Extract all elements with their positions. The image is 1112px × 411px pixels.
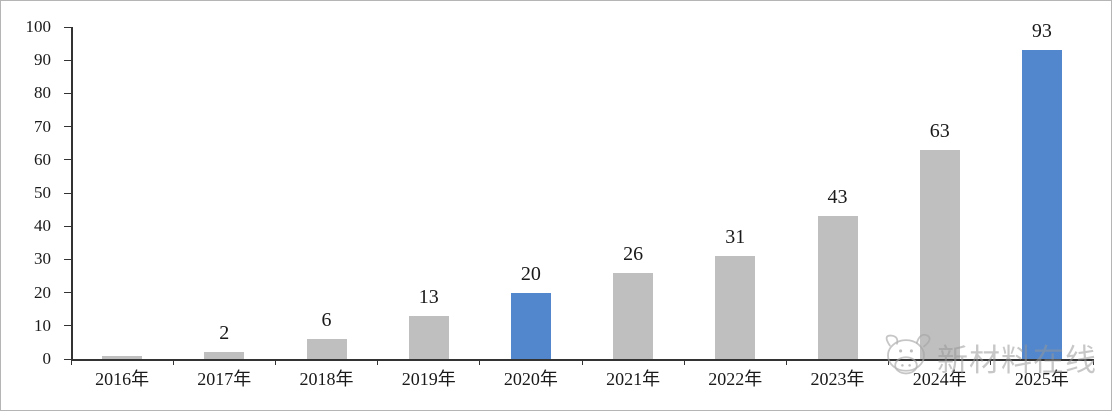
y-axis-label: 70 bbox=[34, 116, 51, 136]
x-axis-tick bbox=[990, 359, 992, 365]
bar bbox=[919, 149, 960, 359]
y-axis-label: 30 bbox=[34, 249, 51, 269]
y-axis-label: 10 bbox=[34, 315, 51, 335]
y-axis-tick bbox=[64, 292, 71, 294]
x-axis-tick bbox=[274, 359, 276, 365]
bar bbox=[1021, 50, 1062, 359]
y-axis-label: 60 bbox=[34, 149, 51, 169]
bar-value-label: 93 bbox=[1031, 20, 1052, 43]
x-axis-tick bbox=[785, 359, 787, 365]
bar-value-label: 6 bbox=[321, 309, 332, 332]
y-axis-label: 50 bbox=[34, 183, 51, 202]
bar bbox=[510, 292, 551, 359]
y-axis-tick bbox=[64, 258, 71, 260]
x-axis-tick bbox=[479, 359, 481, 365]
bar-value-label: 26 bbox=[623, 242, 644, 265]
x-axis-label: 2021年 bbox=[606, 369, 661, 389]
y-axis-label: 80 bbox=[34, 83, 51, 103]
y-axis-tick bbox=[64, 358, 71, 360]
bar bbox=[102, 355, 143, 359]
bar bbox=[715, 256, 756, 359]
bar bbox=[613, 272, 654, 359]
x-axis-label: 2022年 bbox=[708, 369, 763, 389]
bar bbox=[817, 216, 858, 359]
x-axis-tick bbox=[888, 359, 890, 365]
x-axis-tick bbox=[683, 359, 685, 365]
x-axis-label: 2023年 bbox=[810, 369, 865, 389]
x-axis-label: 2025年 bbox=[1014, 369, 1069, 389]
y-axis-tick bbox=[64, 92, 71, 94]
y-axis-label: 90 bbox=[34, 50, 51, 70]
bar-value-label: 20 bbox=[520, 262, 541, 285]
y-axis-tick bbox=[64, 126, 71, 128]
x-axis-tick bbox=[172, 359, 174, 365]
y-axis-tick bbox=[64, 26, 71, 28]
y-axis-tick bbox=[64, 225, 71, 227]
x-axis-tick bbox=[1092, 359, 1094, 365]
y-axis-tick bbox=[64, 325, 71, 327]
bar bbox=[408, 315, 449, 359]
bar-value-label: 63 bbox=[929, 119, 950, 142]
bar-value-label: 2 bbox=[219, 322, 230, 345]
bar-value-label: 31 bbox=[725, 226, 746, 249]
x-axis-tick bbox=[70, 359, 72, 365]
bar bbox=[204, 352, 245, 359]
bar-value-label: 13 bbox=[418, 285, 439, 308]
y-axis-label: 0 bbox=[42, 349, 52, 368]
y-axis-label: 40 bbox=[34, 216, 51, 236]
bar bbox=[306, 339, 347, 359]
y-axis-tick bbox=[64, 159, 71, 161]
y-axis-label: 100 bbox=[25, 17, 52, 36]
x-axis-label: 2016年 bbox=[95, 369, 150, 389]
x-axis-label: 2024年 bbox=[912, 369, 967, 389]
bar-value-label: 43 bbox=[827, 186, 848, 209]
y-axis-label: 20 bbox=[34, 282, 51, 302]
x-axis-tick bbox=[581, 359, 583, 365]
x-axis-label: 2017年 bbox=[197, 369, 252, 389]
x-axis-label: 2018年 bbox=[299, 369, 354, 389]
x-axis-tick bbox=[377, 359, 379, 365]
y-axis bbox=[71, 27, 73, 361]
y-axis-tick bbox=[64, 192, 71, 194]
x-axis-label: 2020年 bbox=[503, 369, 558, 389]
x-axis-label: 2019年 bbox=[401, 369, 456, 389]
y-axis-tick bbox=[64, 59, 71, 61]
